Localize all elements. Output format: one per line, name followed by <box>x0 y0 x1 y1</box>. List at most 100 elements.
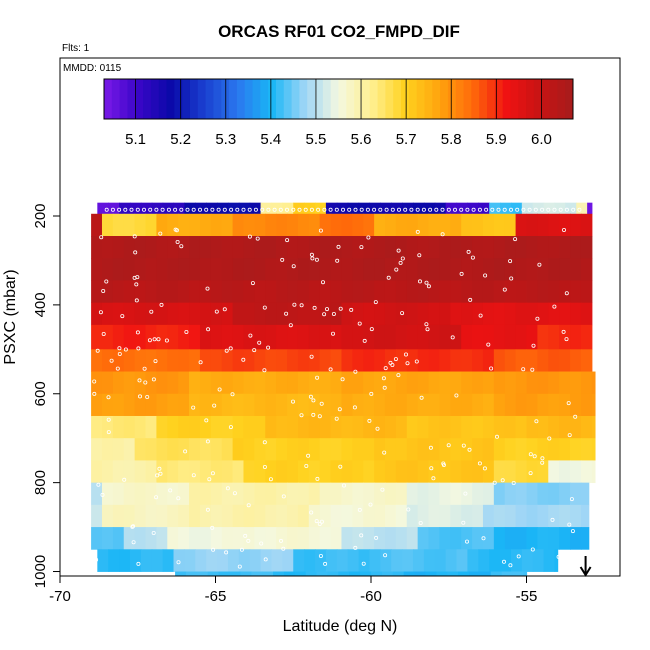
heatmap-cell <box>580 504 590 528</box>
heatmap-cell <box>450 280 462 304</box>
heatmap-cell <box>395 280 408 304</box>
heatmap-cell <box>287 371 299 395</box>
track-marker <box>306 453 311 458</box>
track-marker <box>135 330 140 335</box>
heatmap-cell <box>232 349 245 372</box>
heatmap-cell <box>414 571 427 577</box>
heatmap-cell <box>287 324 299 350</box>
heatmap-cell <box>504 324 517 350</box>
track-marker <box>315 476 320 481</box>
heatmap-cell <box>450 371 462 395</box>
heatmap-cell <box>461 302 473 326</box>
heatmap-cell <box>515 504 528 528</box>
track-marker <box>341 483 346 488</box>
heatmap-cell <box>207 571 220 577</box>
heatmap-cell <box>472 460 484 484</box>
heatmap-cell <box>374 302 386 326</box>
x-tick-label: -65 <box>205 588 227 605</box>
colorbar-segment <box>166 79 175 119</box>
colorbar-segment <box>236 79 246 119</box>
heatmap-cell <box>199 349 212 372</box>
track-marker <box>151 531 156 536</box>
colorbar-frame <box>103 78 574 120</box>
heatmap-cell <box>134 415 147 439</box>
track-marker <box>414 359 419 364</box>
track-marker <box>205 439 210 444</box>
track-marker <box>250 281 255 286</box>
heatmap-cell <box>543 549 556 572</box>
heatmap-cell <box>167 504 179 528</box>
heatmap-cell <box>559 280 571 304</box>
heatmap-cell <box>123 213 136 237</box>
heatmap-cell <box>417 371 430 395</box>
heatmap-cell <box>156 258 168 281</box>
heatmap-cell <box>559 504 571 528</box>
heatmap-cell <box>134 393 147 417</box>
heatmap-cell <box>221 280 234 304</box>
colorbar-segment <box>487 79 496 119</box>
track-marker <box>540 460 545 465</box>
track-marker <box>477 461 482 466</box>
colorbar-segment <box>283 79 293 119</box>
track-marker <box>461 443 466 448</box>
track-marker <box>214 309 219 314</box>
heatmap-cell <box>315 202 327 215</box>
heatmap-cell <box>461 236 473 259</box>
track-marker <box>535 316 540 321</box>
heatmap-cell <box>371 571 383 577</box>
track-marker <box>134 298 139 303</box>
heatmap-cell <box>537 460 549 484</box>
track-marker <box>382 385 387 390</box>
heatmap-cell <box>91 280 103 304</box>
colorbar-segment <box>393 79 402 119</box>
track-marker <box>130 524 135 529</box>
heatmap-cell <box>123 527 136 550</box>
colorbar-segment <box>369 79 379 119</box>
heatmap-cell <box>472 393 484 417</box>
heatmap-cell <box>297 393 310 417</box>
heatmap-cell <box>304 549 316 572</box>
heatmap-cell <box>580 527 590 550</box>
heatmap-cell <box>210 280 223 304</box>
heatmap-cell <box>178 393 190 417</box>
heatmap-cell <box>479 571 492 577</box>
heatmap-cell <box>145 504 157 528</box>
heatmap-cell <box>221 258 234 281</box>
heatmap-cell <box>189 438 201 461</box>
heatmap-cell <box>185 571 198 577</box>
track-marker <box>262 305 267 310</box>
track-marker <box>311 398 316 403</box>
track-marker <box>400 311 405 316</box>
heatmap-cell <box>515 213 528 237</box>
heatmap-cell <box>338 571 350 577</box>
heatmap-cell <box>91 415 103 439</box>
heatmap-cell <box>112 302 125 326</box>
heatmap-cell <box>363 482 375 506</box>
heatmap-cell <box>591 438 596 461</box>
heatmap-cell <box>570 504 582 528</box>
colorbar-segment <box>416 79 425 119</box>
track-marker <box>198 360 203 365</box>
heatmap-cell <box>91 213 103 237</box>
track-marker <box>247 234 252 239</box>
heatmap-cell <box>515 527 528 550</box>
heatmap-cell <box>210 302 223 326</box>
heatmap-cell <box>363 324 375 350</box>
track-marker <box>184 329 189 334</box>
heatmap-cell <box>297 504 310 528</box>
heatmap-cell <box>254 415 266 439</box>
heatmap-cell <box>308 527 321 550</box>
heatmap-cell <box>221 438 234 461</box>
heatmap-cell <box>101 302 114 326</box>
heatmap-cell <box>384 504 397 528</box>
heatmap-cell <box>526 324 538 350</box>
track-marker <box>312 305 317 310</box>
heatmap-cell <box>526 349 538 372</box>
heatmap-cell <box>537 258 549 281</box>
heatmap-cell <box>178 371 190 395</box>
heatmap-cell <box>504 213 517 237</box>
heatmap-cell <box>341 258 353 281</box>
heatmap-cell <box>493 236 506 259</box>
track-marker <box>260 207 265 212</box>
heatmap-cell <box>319 371 332 395</box>
